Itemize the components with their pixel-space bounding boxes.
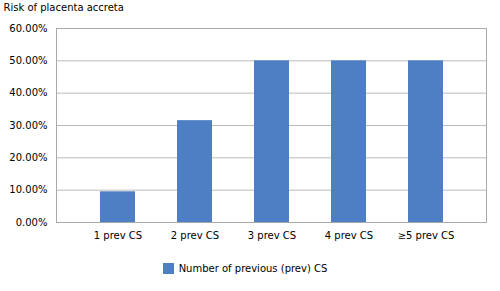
- svg-text:Risk of placenta accreta: Risk of placenta accreta: [4, 2, 124, 13]
- svg-text:30.00%: 30.00%: [9, 120, 47, 131]
- svg-text:3 prev CS: 3 prev CS: [248, 230, 296, 241]
- svg-text:50.00%: 50.00%: [9, 55, 47, 66]
- svg-text:1 prev CS: 1 prev CS: [94, 230, 142, 241]
- svg-text:≥5 prev CS: ≥5 prev CS: [398, 230, 455, 241]
- svg-text:0.00%: 0.00%: [16, 217, 48, 228]
- svg-text:40.00%: 40.00%: [9, 87, 47, 98]
- html-text:Number of previous (prev) CS: Number of previous (prev) CS: [178, 263, 328, 274]
- svg-text:2 prev CS: 2 prev CS: [171, 230, 219, 241]
- svg-text:20.00%: 20.00%: [9, 152, 47, 163]
- svg-text:60.00%: 60.00%: [9, 23, 47, 34]
- svg-text:4 prev CS: 4 prev CS: [325, 230, 373, 241]
- svg-text:10.00%: 10.00%: [9, 184, 47, 195]
